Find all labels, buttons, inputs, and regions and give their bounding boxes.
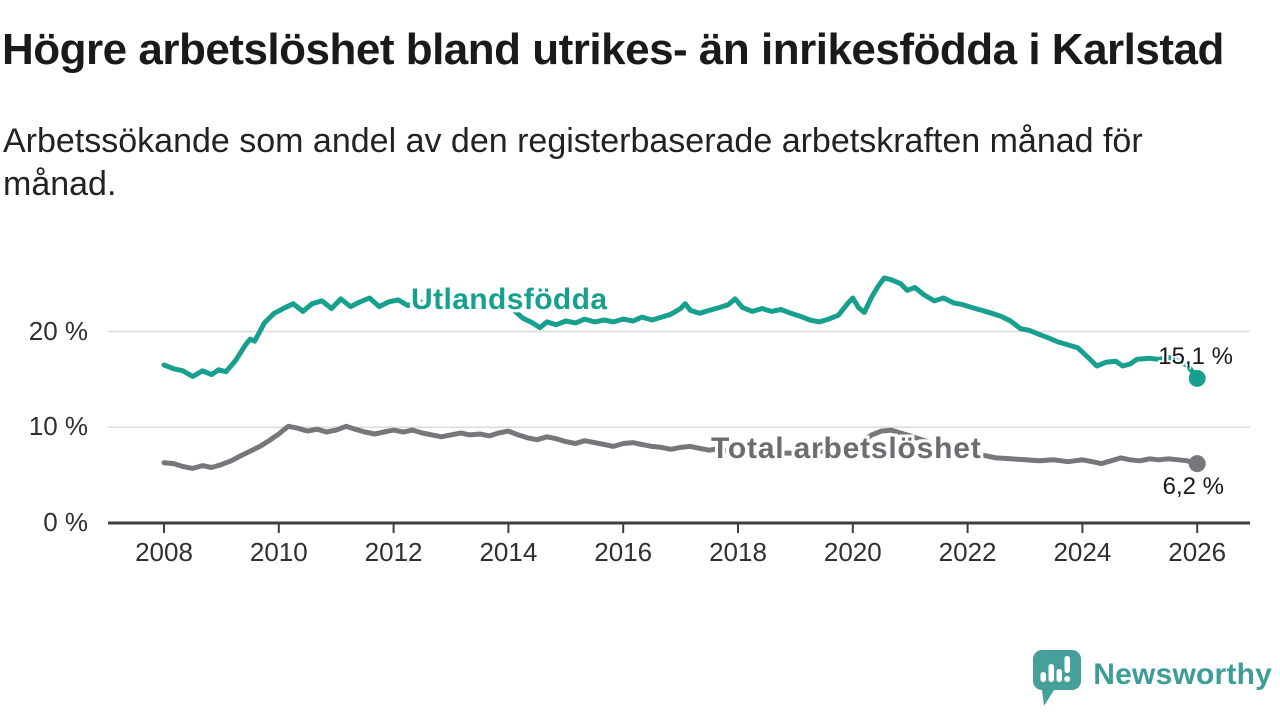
series-label-utlandsfodda: Utlandsfödda xyxy=(411,283,608,316)
x-tick-label: 2016 xyxy=(594,537,653,567)
x-tick-label: 2024 xyxy=(1053,537,1112,567)
chart-subtitle-line2: månad. xyxy=(3,165,117,203)
end-value-label-total: 6,2 % xyxy=(1162,473,1224,500)
bar-chart-bar-3 xyxy=(1056,669,1063,682)
x-tick-label: 2008 xyxy=(135,537,193,567)
chart-subtitle: Arbetssökande som andel av den registerb… xyxy=(3,120,1143,206)
x-tick-label: 2014 xyxy=(479,537,538,567)
bar-chart-bar-1 xyxy=(1040,672,1047,682)
x-tick-label: 2026 xyxy=(1168,537,1227,567)
bar-chart-bar-2 xyxy=(1048,664,1055,682)
exclamation-bar xyxy=(1064,656,1071,673)
exclamation-dot xyxy=(1064,676,1071,682)
chart-subtitle-line1: Arbetssökande som andel av den registerb… xyxy=(3,122,1143,160)
end-value-label-utlandsfodda: 15,1 % xyxy=(1158,343,1233,370)
y-tick-label: 0 % xyxy=(43,507,88,537)
series-label-total-arbetsloshet: Total arbetslöshet xyxy=(711,432,982,465)
newsworthy-logo-icon xyxy=(1033,650,1082,706)
x-tick-label: 2018 xyxy=(709,537,767,567)
x-tick-label: 2022 xyxy=(938,537,997,567)
x-tick-label: 2010 xyxy=(249,537,308,567)
series-end-dot-0 xyxy=(1188,369,1206,387)
y-tick-label: 20 % xyxy=(28,315,88,346)
newsworthy-brand: Newsworthy xyxy=(1030,648,1272,708)
x-tick-label: 2012 xyxy=(364,537,423,567)
x-tick-label: 2020 xyxy=(823,537,882,567)
series-line-0 xyxy=(161,275,1200,381)
brand-name: Newsworthy xyxy=(1093,658,1272,691)
series-line-1 xyxy=(161,423,1200,471)
page-title: Högre arbetslöshet bland utrikes- än inr… xyxy=(2,25,1224,74)
y-tick-label: 10 % xyxy=(28,411,88,442)
series-end-dot-1 xyxy=(1188,455,1206,473)
